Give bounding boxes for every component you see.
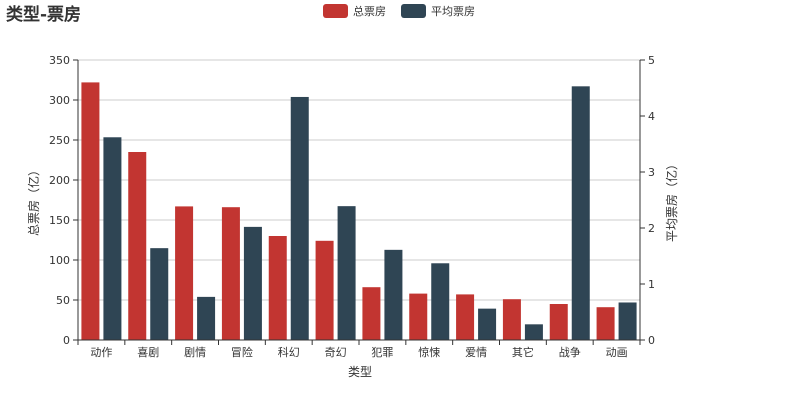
y-right-tick-label: 2 (648, 222, 655, 235)
y-left-tick-label: 100 (49, 254, 70, 267)
bar-average[interactable] (150, 248, 169, 340)
bar-average[interactable] (197, 296, 216, 340)
y-left-tick-label: 350 (49, 54, 70, 67)
legend-label: 总票房 (353, 4, 386, 18)
bar-total[interactable] (456, 294, 475, 340)
y-left-tick-label: 0 (63, 334, 70, 347)
x-tick-label: 奇幻 (325, 346, 347, 359)
bar-total[interactable] (175, 206, 194, 340)
legend-swatch (323, 4, 348, 18)
y-right-tick-label: 0 (648, 334, 655, 347)
bar-average[interactable] (103, 137, 122, 340)
bar-total[interactable] (596, 307, 615, 340)
chart-title: 类型-票房 (6, 4, 81, 25)
bar-average[interactable] (384, 249, 403, 340)
y-left-tick-label: 200 (49, 174, 70, 187)
x-tick-label: 战争 (559, 345, 581, 359)
bar-average[interactable] (431, 263, 450, 340)
bar-total[interactable] (81, 82, 100, 341)
bar-total[interactable] (502, 299, 521, 340)
legend-item[interactable]: 平均票房 (401, 4, 475, 18)
legend-label: 平均票房 (431, 5, 475, 18)
bar-average[interactable] (618, 302, 637, 340)
y-left-tick-label: 50 (56, 294, 70, 307)
x-tick-label: 犯罪 (371, 346, 393, 359)
x-tick-label: 剧情 (184, 346, 206, 359)
bar-average[interactable] (571, 86, 590, 340)
bar-average[interactable] (478, 308, 497, 340)
x-tick-label: 爱情 (465, 346, 487, 359)
y-axis-left-title: 总票房（亿） (26, 164, 41, 236)
bar-average[interactable] (337, 206, 356, 340)
bar-average[interactable] (290, 96, 309, 341)
x-tick-label: 其它 (512, 345, 534, 359)
x-tick-label: 动作 (90, 346, 112, 359)
bar-total[interactable] (362, 287, 381, 340)
y-axis-right-title: 平均票房（亿） (664, 158, 679, 242)
bars (81, 82, 637, 341)
x-tick-label: 科幻 (278, 345, 300, 359)
bar-total[interactable] (268, 236, 287, 340)
x-tick-label: 惊悚 (418, 345, 440, 359)
y-left-tick-label: 300 (49, 94, 70, 107)
bar-total[interactable] (315, 240, 334, 340)
y-left-tick-label: 150 (49, 214, 70, 227)
y-left-tick-label: 250 (49, 134, 70, 147)
y-right-tick-label: 1 (648, 278, 655, 291)
x-tick-label: 冒险 (231, 345, 253, 359)
x-tick-label: 动画 (606, 346, 628, 359)
bar-average[interactable] (243, 226, 262, 340)
legend[interactable]: 总票房 平均票房 (323, 4, 475, 18)
grid (78, 59, 640, 301)
x-tick-label: 喜剧 (137, 346, 159, 359)
bar-total[interactable] (549, 304, 568, 340)
bar-total[interactable] (409, 293, 428, 340)
y-right-tick-label: 3 (648, 166, 655, 179)
x-axis-title: 类型 (348, 365, 372, 379)
y-right-tick-label: 4 (648, 110, 655, 123)
bar-total[interactable] (128, 152, 147, 340)
legend-item[interactable]: 总票房 (323, 4, 386, 18)
axes: 0 50 100 150 200 250 300 350 0 1 2 3 4 5 动作 喜剧 剧情 冒险 科幻 奇幻 犯… (49, 54, 655, 359)
bar-total[interactable] (221, 207, 240, 340)
legend-swatch (401, 4, 426, 18)
y-right-tick-label: 5 (648, 54, 655, 67)
bar-average[interactable] (524, 324, 543, 340)
